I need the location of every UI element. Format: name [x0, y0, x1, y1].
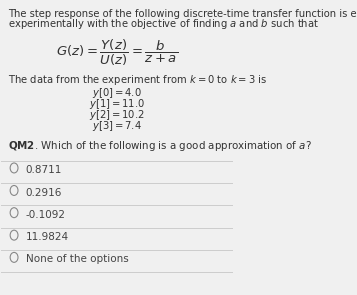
Text: The data from the experiment from $k = 0$ to $k = 3$ is: The data from the experiment from $k = 0…: [8, 73, 267, 87]
Text: $y[1] = 11.0$: $y[1] = 11.0$: [89, 97, 145, 111]
Text: $\mathbf{QM2}$. Which of the following is a good approximation of $a$?: $\mathbf{QM2}$. Which of the following i…: [8, 139, 312, 153]
Text: experimentally with the objective of finding $a$ and $b$ such that: experimentally with the objective of fin…: [8, 17, 320, 32]
Text: The step response of the following discrete-time transfer function is examined: The step response of the following discr…: [8, 9, 357, 19]
Text: $y[0] = 4.0$: $y[0] = 4.0$: [92, 86, 142, 100]
Text: $y[3] = 7.4$: $y[3] = 7.4$: [92, 119, 142, 133]
Text: 0.2916: 0.2916: [26, 188, 62, 198]
Text: $G(z) = \dfrac{Y(z)}{U(z)} = \dfrac{b}{z+a}$: $G(z) = \dfrac{Y(z)}{U(z)} = \dfrac{b}{z…: [56, 38, 178, 68]
Text: $y[2] = 10.2$: $y[2] = 10.2$: [89, 108, 145, 122]
Text: 11.9824: 11.9824: [26, 232, 69, 242]
Text: None of the options: None of the options: [26, 255, 129, 264]
Text: -0.1092: -0.1092: [26, 210, 66, 220]
Text: 0.8711: 0.8711: [26, 165, 62, 175]
